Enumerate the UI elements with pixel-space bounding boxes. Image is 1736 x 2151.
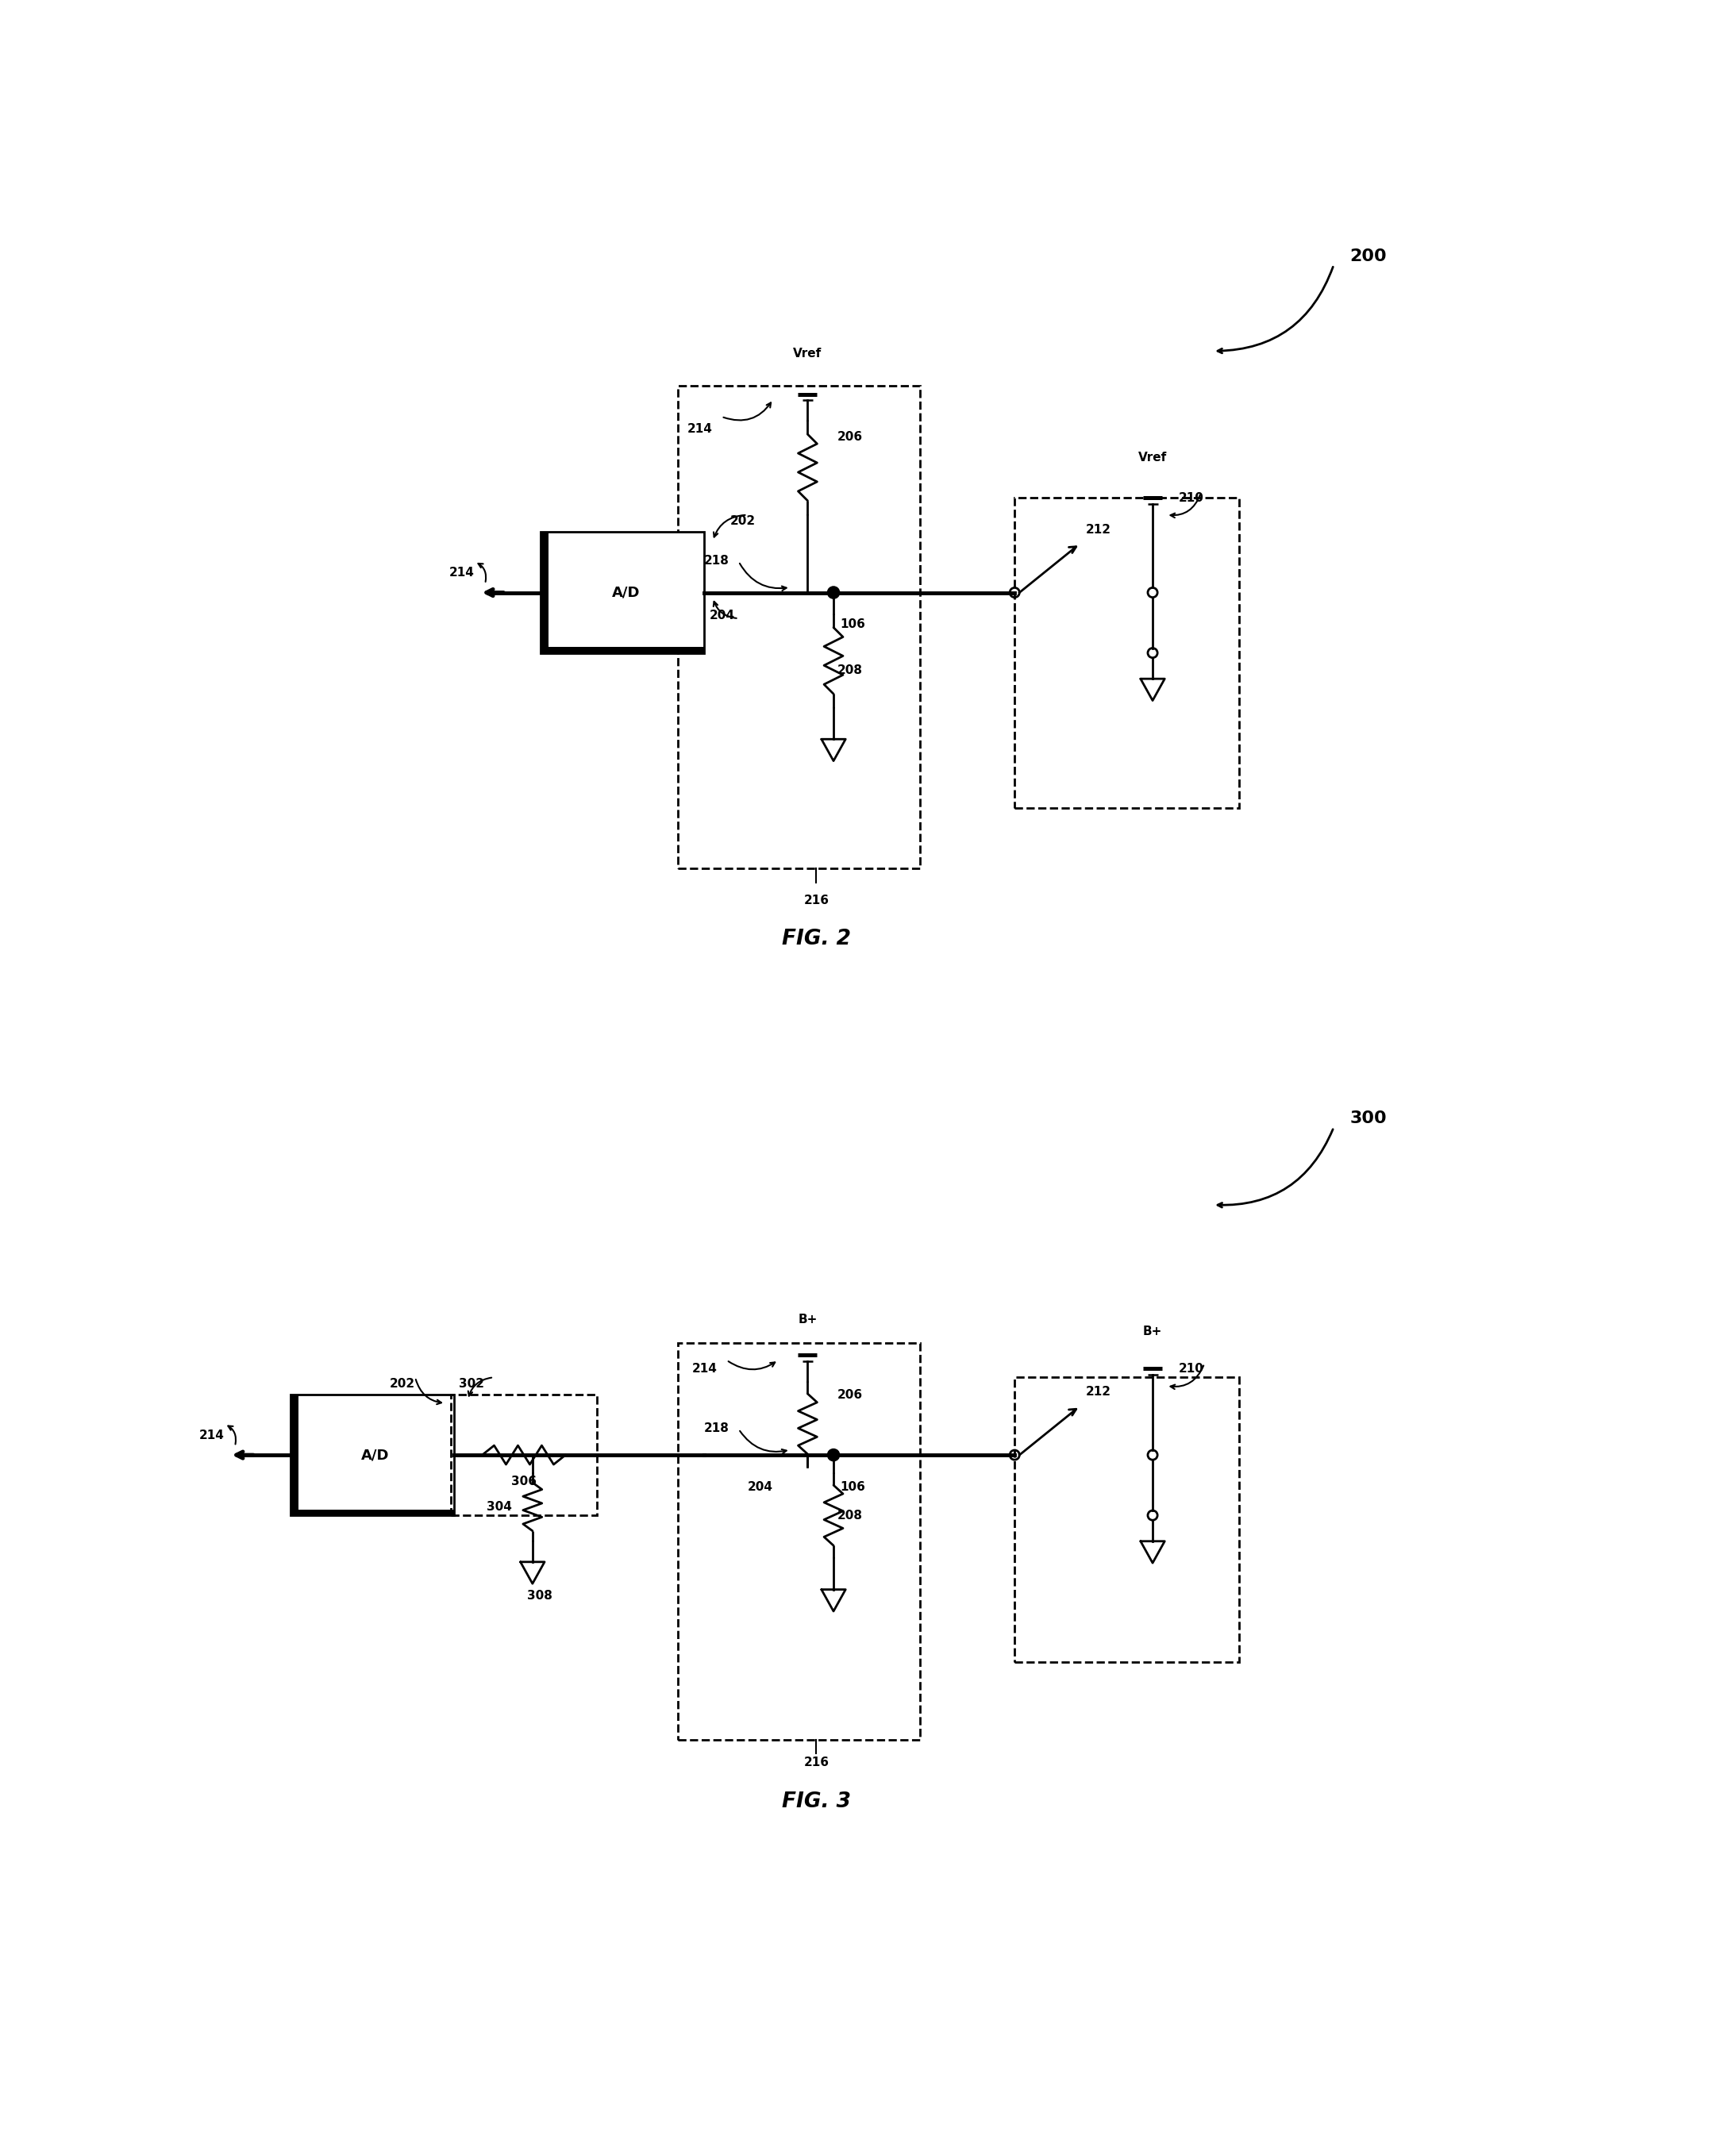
Text: 204: 204 xyxy=(746,1480,773,1493)
Text: 214: 214 xyxy=(687,424,712,435)
Text: Vref: Vref xyxy=(793,348,823,359)
Text: 206: 206 xyxy=(837,1390,863,1400)
Text: 218: 218 xyxy=(705,1422,729,1435)
Bar xyxy=(290,1394,299,1514)
Text: 214: 214 xyxy=(693,1364,717,1374)
Bar xyxy=(540,647,705,654)
Text: 304: 304 xyxy=(486,1501,512,1512)
Text: 106: 106 xyxy=(840,619,866,630)
Text: FIG. 3: FIG. 3 xyxy=(781,1792,851,1811)
Text: 218: 218 xyxy=(705,555,729,566)
Bar xyxy=(290,1510,455,1514)
Text: 200: 200 xyxy=(1349,247,1387,265)
Text: A/D: A/D xyxy=(611,585,641,600)
Text: 106: 106 xyxy=(840,1480,866,1493)
Text: 214: 214 xyxy=(200,1428,224,1441)
Bar xyxy=(290,1394,455,1514)
Circle shape xyxy=(828,587,840,598)
Text: 212: 212 xyxy=(1085,1385,1111,1398)
Text: FIG. 2: FIG. 2 xyxy=(781,929,851,949)
Bar xyxy=(540,531,705,654)
Circle shape xyxy=(828,1450,840,1461)
Text: 212: 212 xyxy=(1085,523,1111,536)
Text: Vref: Vref xyxy=(1139,452,1167,462)
Text: 210: 210 xyxy=(1179,1364,1203,1374)
Text: B+: B+ xyxy=(799,1314,818,1325)
Text: 208: 208 xyxy=(837,1510,863,1521)
Text: 206: 206 xyxy=(837,432,863,443)
Text: 300: 300 xyxy=(1349,1110,1387,1127)
Text: 216: 216 xyxy=(804,895,830,906)
Text: 208: 208 xyxy=(837,665,863,675)
Text: B+: B+ xyxy=(1142,1325,1163,1338)
Text: A/D: A/D xyxy=(361,1448,389,1463)
Text: 202: 202 xyxy=(389,1377,415,1390)
Text: 308: 308 xyxy=(528,1590,552,1600)
Text: 302: 302 xyxy=(460,1377,484,1390)
Text: 216: 216 xyxy=(804,1757,830,1768)
Text: 204: 204 xyxy=(710,609,734,622)
Text: 202: 202 xyxy=(731,514,755,527)
Bar xyxy=(540,531,549,654)
Text: 214: 214 xyxy=(450,568,474,579)
Text: 306: 306 xyxy=(510,1476,536,1488)
Text: 210: 210 xyxy=(1179,493,1203,503)
